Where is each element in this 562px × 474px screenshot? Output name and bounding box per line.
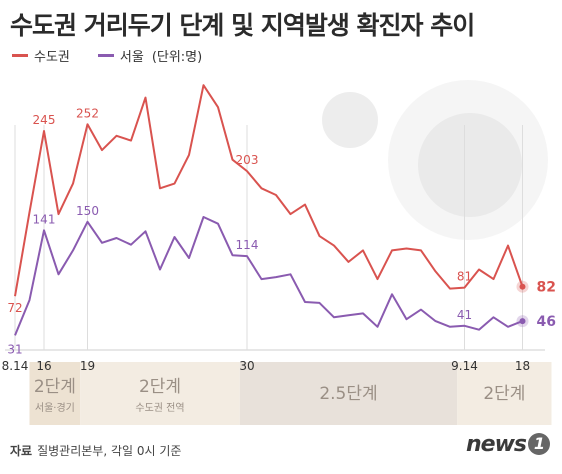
x-axis-ticks: 8.14 16 19 30 9.14 18 (2, 359, 531, 373)
phase-band (457, 362, 552, 425)
series-lines (14, 84, 529, 336)
legend-item-capital: 수도권 (12, 46, 70, 65)
virus-body-small (322, 92, 378, 148)
data-label: 252 (76, 106, 99, 120)
x-tick-label: 18 (515, 359, 530, 373)
phase-label: 2단계 (483, 384, 525, 404)
data-label: 203 (236, 153, 259, 167)
logo-text: news (465, 432, 527, 457)
phase-label: 2단계 (139, 377, 181, 397)
data-label: 141 (33, 212, 56, 226)
data-label: 114 (236, 238, 259, 252)
source-note: 자료 질병관리본부, 각일 0시 기준 (10, 442, 181, 459)
legend-unit: (단위:명) (151, 50, 203, 65)
phase-band (80, 362, 240, 425)
x-tick-label: 16 (36, 359, 51, 373)
news1-logo: news 1 (466, 432, 550, 457)
data-label: 150 (76, 204, 99, 218)
data-label: 41 (457, 308, 472, 322)
end-point-marker (519, 318, 526, 325)
legend-swatch-capital (12, 54, 28, 57)
x-tick-label: 8.14 (2, 359, 29, 373)
phase-label: 2단계 (34, 377, 76, 397)
legend-swatch-seoul (97, 54, 114, 57)
source-label: 자료 (10, 444, 33, 458)
data-label: 72 (7, 301, 22, 315)
x-tick-label: 9.14 (451, 359, 478, 373)
tick-guides (5, 125, 545, 351)
phase-band (29, 362, 81, 425)
virus-body-large (418, 113, 522, 217)
x-tick-label: 19 (80, 359, 95, 373)
series-line-capital (14, 84, 524, 297)
data-label: 245 (33, 113, 56, 127)
legend-item-seoul: 서울 (단위:명) (97, 46, 203, 65)
data-label: 81 (457, 270, 472, 284)
data-label: 46 (537, 314, 556, 330)
legend-label-capital: 수도권 (34, 50, 70, 65)
data-labels: 72 245 252 203 81 82 31 141 150 114 41 46 (7, 106, 556, 356)
phase-sublabel: 수도권 전역 (135, 402, 184, 414)
source-text: 질병관리본부, 각일 0시 기준 (37, 444, 182, 458)
x-tick-label: 30 (239, 359, 254, 373)
end-point-marker (519, 283, 526, 290)
virus-illustration (322, 80, 548, 240)
phase-label: 2.5단계 (319, 384, 377, 404)
phase-sublabel: 서울·경기 (35, 401, 75, 414)
chart-title: 수도권 거리두기 단계 및 지역발생 확진자 추이 (10, 11, 475, 40)
legend-label-seoul: 서울 (119, 50, 144, 65)
data-label: 31 (7, 342, 22, 356)
series-line-seoul (14, 216, 523, 336)
legend: 수도권 서울 (단위:명) (12, 46, 230, 65)
phase-band (239, 362, 458, 425)
data-label: 82 (537, 280, 556, 296)
logo-mark: 1 (528, 433, 550, 455)
